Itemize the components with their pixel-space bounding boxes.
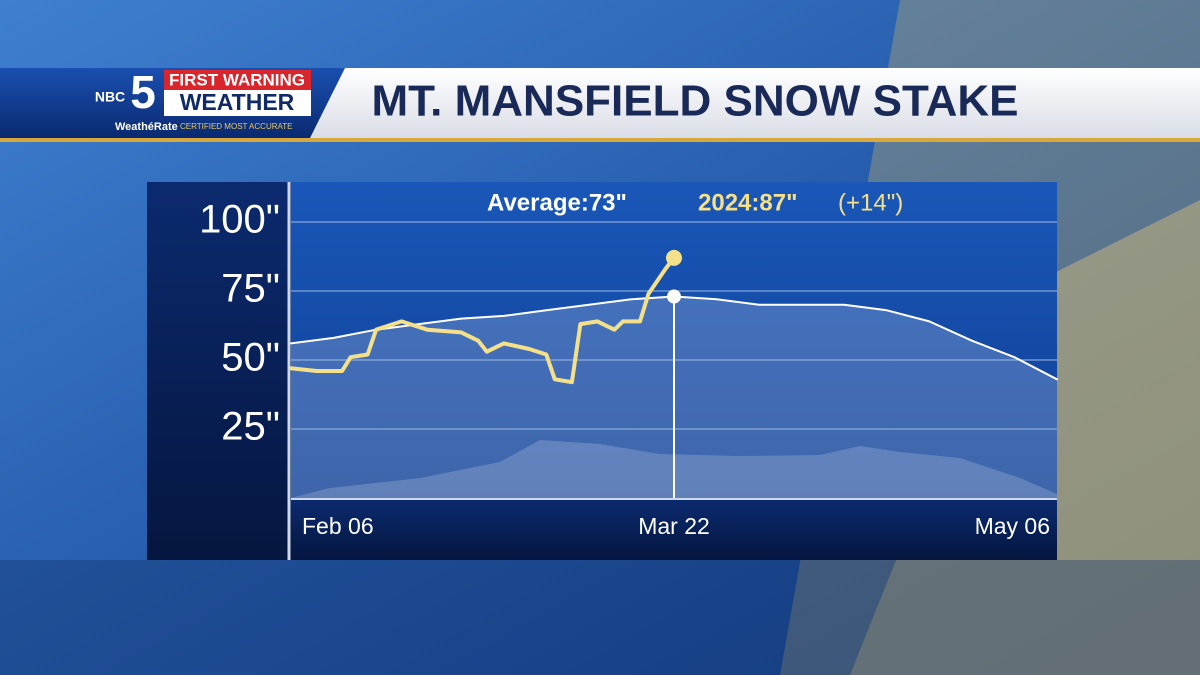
brand-bottom-box	[164, 90, 311, 116]
y-tick-label: 50"	[221, 336, 280, 380]
series-line	[289, 255, 676, 385]
x-tick-label: Mar 22	[638, 513, 710, 539]
y-axis-panel	[147, 182, 291, 560]
rating-note: CERTIFIED MOST ACCURATE	[180, 122, 292, 131]
y-tick-label: 100"	[199, 198, 280, 242]
current-dot	[666, 249, 682, 266]
annotation-diff: (+14")	[838, 189, 903, 216]
annotation-average: Average:73"	[487, 189, 627, 216]
x-axis-panel	[291, 500, 1057, 560]
y-tick-label: 75"	[221, 267, 280, 311]
brand-bottom: WEATHER	[180, 89, 295, 115]
rating: WeathéRate	[115, 121, 178, 133]
channel: 5	[130, 66, 156, 118]
network: NBC	[95, 89, 125, 105]
y-tick-label: 25"	[221, 405, 280, 449]
background-trees	[0, 560, 1200, 675]
header-rule	[0, 138, 1200, 142]
header-bar	[310, 68, 1200, 138]
brand-top: FIRST WARNING	[169, 70, 305, 89]
x-tick-label: Feb 06	[302, 513, 374, 539]
average-dot	[667, 289, 681, 304]
x-tick-label: May 06	[975, 513, 1050, 539]
brand-top-box	[164, 70, 311, 90]
annotation-2024: 2024:87"	[698, 189, 797, 216]
chart-title: MT. MANSFIELD SNOW STAKE	[372, 77, 1019, 126]
